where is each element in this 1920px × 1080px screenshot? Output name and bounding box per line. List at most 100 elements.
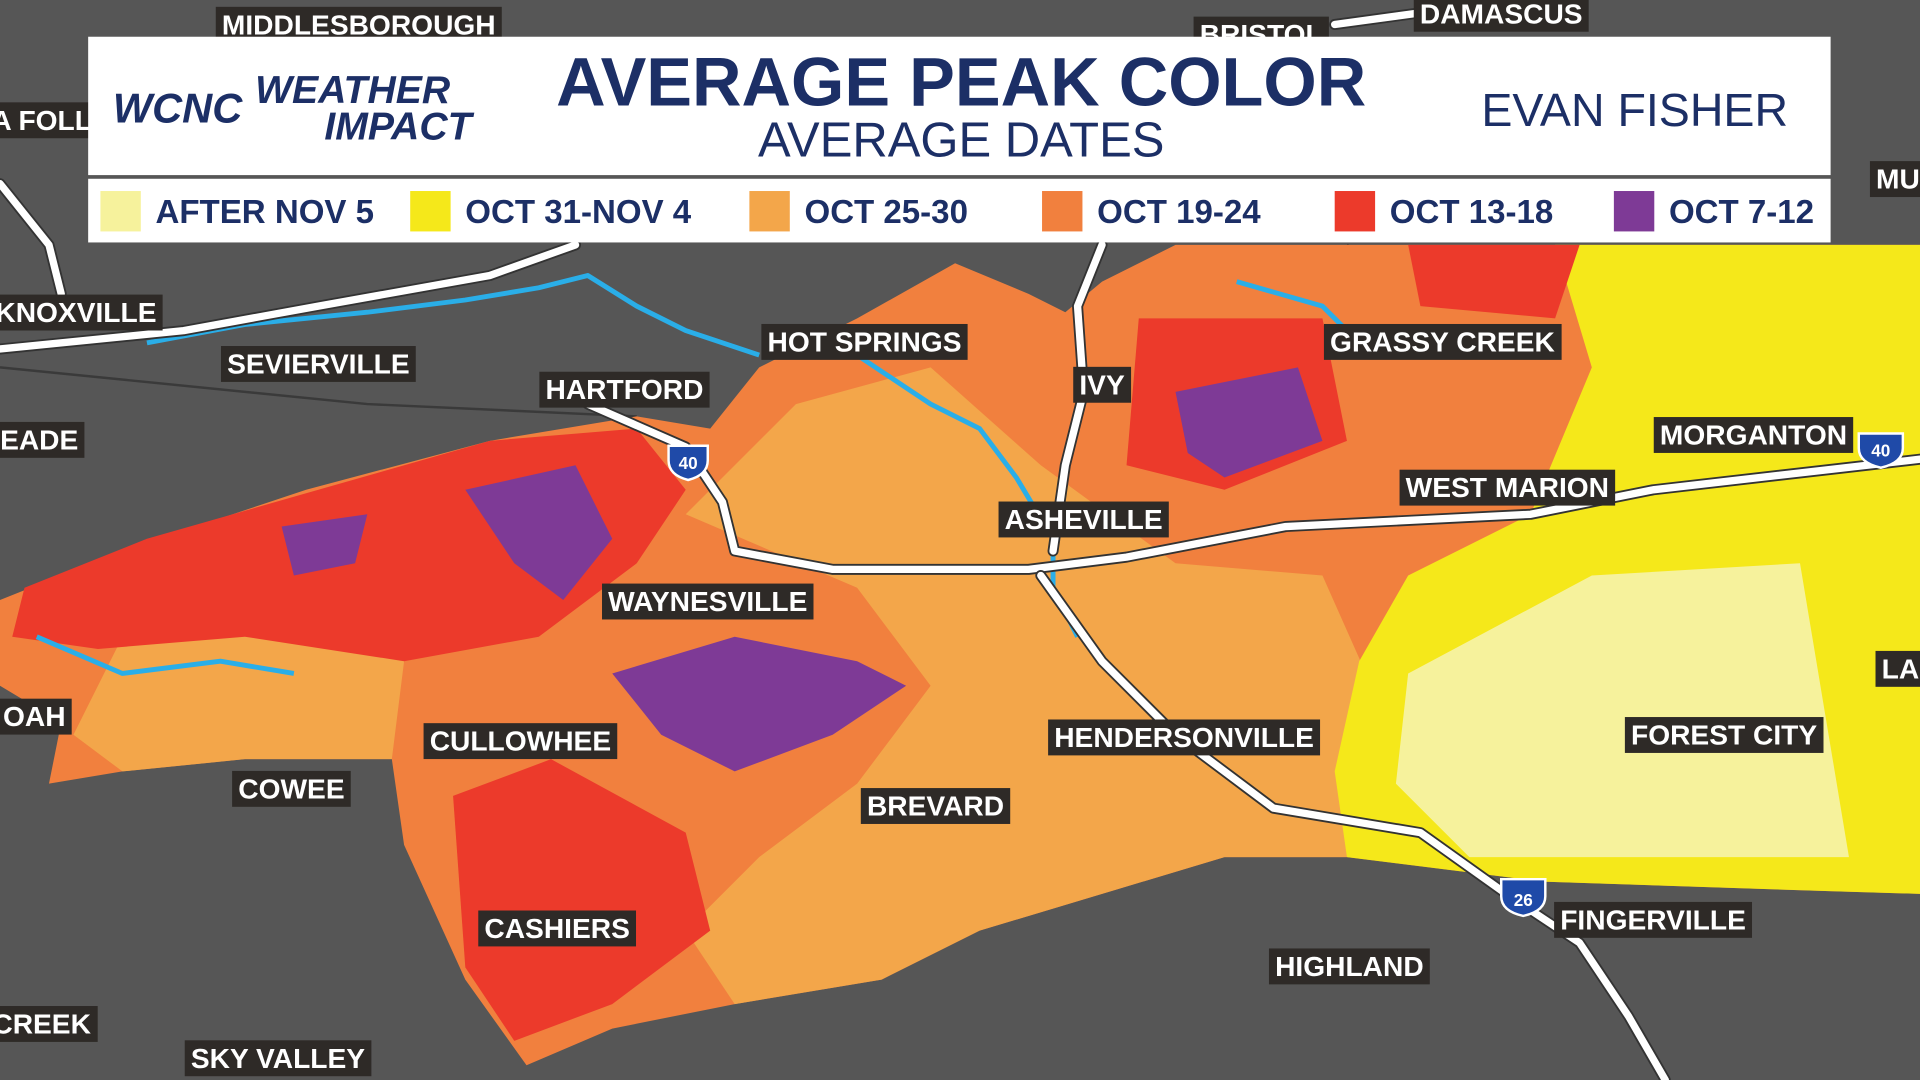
zone bbox=[1408, 244, 1580, 319]
place-label-box bbox=[1554, 901, 1753, 938]
place-label: HIGHLAND bbox=[1275, 951, 1424, 982]
legend-label: OCT 7-12 bbox=[1669, 194, 1814, 231]
legend-label: OCT 25-30 bbox=[804, 194, 967, 231]
place-label: WAYNESVILLE bbox=[608, 586, 807, 617]
legend-swatch bbox=[100, 191, 141, 232]
river bbox=[1236, 279, 1349, 333]
legend-label: OCT 31-NOV 4 bbox=[465, 194, 691, 231]
place-label: MU bbox=[1876, 164, 1920, 195]
place-label-box bbox=[0, 1006, 98, 1042]
shield-number: 26 bbox=[1514, 890, 1533, 910]
place-label: A FOLL bbox=[0, 105, 92, 136]
place-label: CREEK bbox=[0, 1008, 92, 1039]
road bbox=[584, 400, 1920, 574]
road bbox=[1037, 571, 1669, 1080]
place-label-box bbox=[1653, 417, 1854, 453]
legend-swatch bbox=[1042, 191, 1083, 232]
zone bbox=[465, 465, 613, 600]
place-label-box bbox=[1624, 717, 1824, 753]
zone bbox=[685, 367, 1372, 1005]
shield-number: 40 bbox=[1871, 441, 1890, 461]
place-label-box bbox=[0, 102, 99, 139]
presenter: EVAN FISHER bbox=[1481, 84, 1788, 136]
shield bbox=[1857, 432, 1905, 470]
rivers bbox=[35, 273, 1349, 676]
header: WCNC WEATHER IMPACT AVERAGE PEAK COLOR A… bbox=[88, 36, 1831, 243]
zone bbox=[1175, 367, 1323, 478]
station-logo: WCNC bbox=[113, 84, 243, 131]
place-label: SEVIERVILLE bbox=[227, 348, 410, 379]
place-label: KNOXVILLE bbox=[0, 297, 156, 328]
place-label: DAMASCUS bbox=[1420, 0, 1583, 29]
place-label-box bbox=[1869, 161, 1920, 198]
place-label: CASHIERS bbox=[484, 913, 630, 944]
place-label-box bbox=[423, 723, 618, 760]
legend-label: OCT 19-24 bbox=[1097, 194, 1261, 231]
place-label-box bbox=[0, 421, 85, 458]
legend-label: AFTER NOV 5 bbox=[156, 194, 374, 231]
zone bbox=[453, 759, 711, 1041]
legend-panel bbox=[88, 178, 1831, 243]
place-label: GRASSY CREEK bbox=[1330, 326, 1555, 357]
shield bbox=[1500, 877, 1547, 918]
subtitle: AVERAGE DATES bbox=[758, 114, 1164, 168]
place-label: MORGANTON bbox=[1660, 419, 1847, 450]
shield: 40 bbox=[1857, 432, 1905, 470]
place-label-box bbox=[1399, 469, 1616, 506]
place-label: COWEE bbox=[238, 773, 344, 804]
place-label-box bbox=[1048, 719, 1321, 756]
place-label: WEST MARION bbox=[1406, 472, 1609, 503]
place-label: MIDDLESBOROUGH bbox=[222, 9, 496, 40]
river bbox=[35, 634, 295, 676]
legend-swatch bbox=[749, 191, 790, 232]
legend-swatch bbox=[1334, 191, 1376, 232]
legend-swatch bbox=[410, 191, 451, 232]
place-label-box bbox=[998, 501, 1169, 538]
place-label-box bbox=[860, 788, 1011, 824]
place-label-box bbox=[761, 323, 968, 360]
place-label-box bbox=[184, 1040, 372, 1077]
shield: 40 bbox=[667, 444, 709, 482]
brand-bottom: IMPACT bbox=[324, 106, 474, 149]
title: AVERAGE PEAK COLOR bbox=[556, 43, 1366, 120]
legend-swatch bbox=[1613, 191, 1655, 232]
legend: AFTER NOV 5 OCT 31-NOV 4 OCT 25-30 OCT 19-2… bbox=[100, 191, 1814, 232]
place-label: HARTFORD bbox=[546, 374, 704, 405]
place-label-box bbox=[478, 910, 637, 947]
place-label-box bbox=[0, 698, 72, 735]
zone bbox=[281, 514, 368, 576]
place-label: HOT SPRINGS bbox=[767, 326, 961, 357]
place-label-box bbox=[1268, 948, 1430, 985]
place-label: LA bbox=[1882, 653, 1920, 684]
shield-number: 40 bbox=[679, 453, 698, 473]
place-label: IVY bbox=[1079, 369, 1125, 400]
place-label-box bbox=[602, 583, 814, 620]
brand-top: WEATHER bbox=[255, 69, 451, 112]
border bbox=[0, 366, 637, 418]
color-zones bbox=[0, 244, 1920, 1066]
place-label: FINGERVILLE bbox=[1560, 904, 1746, 935]
shield bbox=[667, 444, 709, 482]
zone bbox=[612, 636, 907, 772]
zone bbox=[1395, 563, 1849, 858]
place-label: HENDERSONVILLE bbox=[1054, 722, 1314, 753]
place-label: EADE bbox=[0, 424, 78, 455]
place-label-box bbox=[1413, 0, 1589, 32]
place-label-box bbox=[539, 371, 710, 408]
highway-shields: 40 40 26 bbox=[667, 432, 1905, 918]
road bbox=[0, 241, 580, 353]
place-label: CULLOWHEE bbox=[430, 726, 611, 757]
place-label-box bbox=[220, 346, 416, 382]
place-label-box bbox=[1073, 366, 1132, 403]
road bbox=[0, 180, 65, 298]
place-label: BREVARD bbox=[867, 791, 1004, 822]
place-label-box bbox=[1875, 650, 1920, 687]
place-label: ASHEVILLE bbox=[1005, 504, 1163, 535]
place-label: OAH bbox=[3, 701, 66, 732]
place-label-box bbox=[0, 294, 163, 331]
place-label: SKY VALLEY bbox=[191, 1043, 365, 1074]
